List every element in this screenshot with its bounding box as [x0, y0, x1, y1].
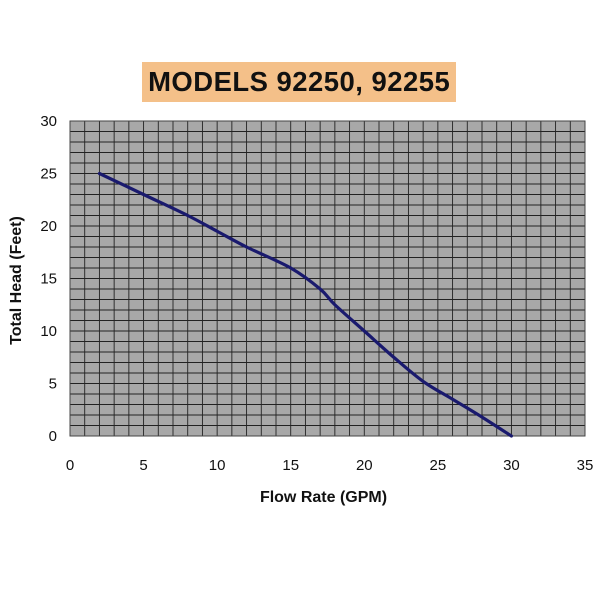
x-tick-label: 20	[356, 457, 373, 474]
y-tick-label: 30	[40, 113, 57, 130]
y-tick-label: 10	[40, 323, 57, 340]
y-tick-label: 5	[49, 376, 57, 393]
x-tick-label: 30	[503, 457, 520, 474]
chart-title: MODELS 92250, 92255	[147, 66, 451, 97]
x-tick-label: 25	[430, 457, 447, 474]
x-tick-label: 15	[282, 457, 299, 474]
series-group	[97, 171, 514, 438]
x-tick-label: 5	[139, 457, 147, 474]
y-tick-label: 15	[40, 271, 57, 288]
y-tick-label: 25	[40, 166, 57, 183]
pump-curve-line	[97, 171, 514, 438]
x-tick-label: 35	[577, 457, 594, 474]
plot-border	[69, 120, 586, 437]
x-tick-label: 10	[209, 457, 226, 474]
y-tick-label: 20	[40, 218, 57, 235]
x-axis-ticks: 0 5 10 15 20 25 30 35	[66, 457, 594, 474]
x-axis-title: Flow Rate (GPM)	[260, 489, 387, 506]
chart-title-box: MODELS 92250, 92255	[142, 62, 456, 102]
y-tick-label: 0	[49, 428, 57, 445]
x-tick-label: 0	[66, 457, 74, 474]
y-axis-ticks: 0 5 10 15 20 25 30	[40, 113, 57, 445]
y-axis-title: Total Head (Feet)	[8, 216, 25, 345]
